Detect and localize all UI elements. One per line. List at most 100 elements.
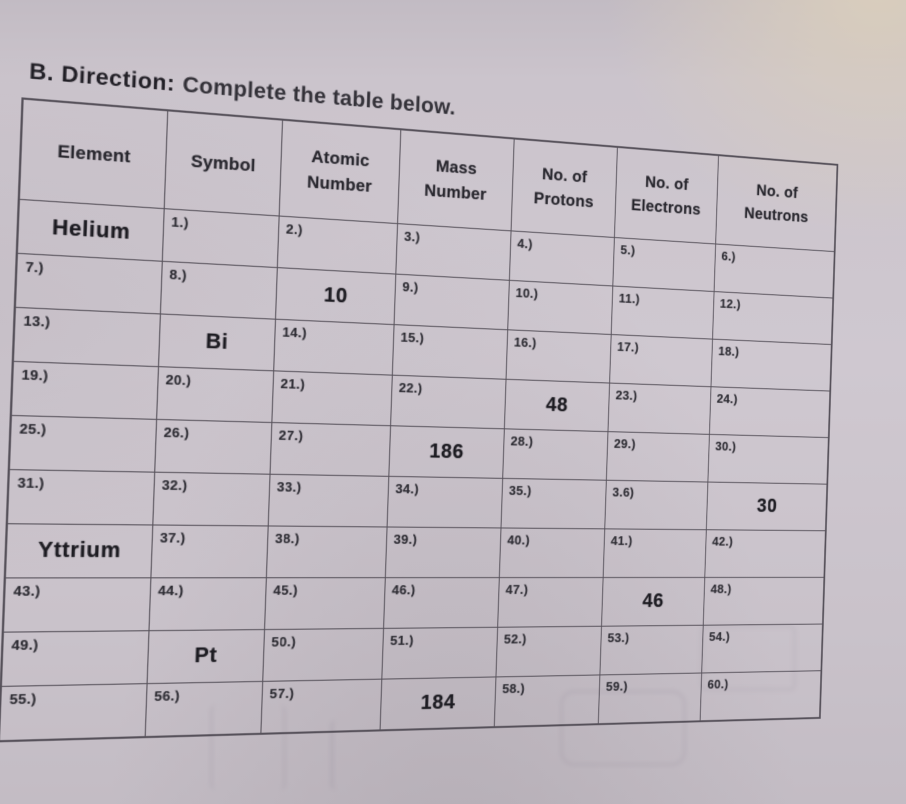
blank-number-label: 53.) [607, 630, 630, 646]
blank-number-label: 32.) [161, 477, 188, 494]
blank-number-label: 55.) [9, 690, 37, 708]
given-answer: Pt [194, 644, 218, 668]
given-answer-cell: 48 [503, 379, 610, 432]
blank-number-label: 25.) [19, 420, 47, 438]
blank-cell: 52.) [495, 626, 602, 678]
blank-number-label: 20.) [165, 371, 192, 389]
given-answer: 30 [756, 495, 778, 517]
blank-number-label: 12.) [719, 296, 741, 312]
blank-number-label: 21.) [280, 375, 306, 393]
blank-number-label: 28.) [510, 433, 534, 450]
blank-cell: 55.) [0, 683, 147, 742]
blank-cell: 57.) [260, 679, 382, 735]
blank-number-label: 44.) [157, 582, 184, 599]
given-answer-cell: Yttrium [4, 523, 153, 579]
given-answer: 48 [545, 394, 569, 417]
blank-number-label: 52.) [503, 631, 527, 647]
blank-cell: 38.) [265, 526, 387, 578]
blank-cell: 15.) [391, 324, 508, 380]
blank-number-label: 31.) [17, 474, 45, 492]
blank-number-label: 27.) [278, 427, 304, 444]
blank-cell: 30.) [707, 434, 829, 485]
blank-number-label: 58.) [502, 681, 526, 697]
column-header-no-of-neutrons: No. of Neutrons [715, 155, 838, 252]
blank-cell: 24.) [708, 386, 831, 438]
blank-number-label: 59.) [605, 678, 628, 694]
blank-number-label: 38.) [274, 530, 300, 547]
blank-number-label: 29.) [613, 436, 636, 452]
blank-cell: 5.) [612, 237, 716, 292]
blank-cell: 43.) [2, 578, 151, 633]
blank-cell: 6.) [713, 244, 835, 299]
blank-cell: 41.) [602, 529, 706, 578]
blank-cell: 13.) [12, 307, 160, 367]
bleedthrough-mark [700, 625, 796, 691]
table-row: Yttrium 37.) 38.) 39.) 40.) 41.) 42.) [4, 523, 826, 579]
given-answer: Yttrium [37, 538, 122, 563]
blank-cell: 23.) [607, 383, 711, 435]
blank-number-label: 49.) [11, 636, 39, 654]
table-row: 43.) 44.) 45.) 46.) 47.) 46 48.) [2, 577, 825, 633]
given-answer-cell: Pt [146, 629, 265, 684]
blank-cell: 60.) [699, 670, 822, 722]
blank-number-label: 43.) [13, 582, 41, 600]
blank-cell: 54.) [701, 624, 823, 674]
blank-cell: 34.) [386, 476, 503, 529]
blank-cell: 14.) [273, 319, 394, 376]
blank-cell: 35.) [500, 478, 606, 530]
column-header-no-of-protons: No. of Protons [510, 138, 617, 238]
blank-cell: 22.) [390, 375, 506, 429]
blank-number-label: 3.6) [612, 484, 635, 500]
blank-cell: 9.) [393, 274, 509, 330]
given-answer-cell: 30 [705, 482, 828, 531]
blank-cell: 59.) [597, 673, 702, 725]
blank-cell: 2.) [276, 216, 398, 275]
blank-number-label: 34.) [395, 481, 420, 497]
blank-number-label: 11.) [618, 290, 641, 307]
column-header-no-of-electrons: No. of Electrons [613, 147, 719, 245]
title-section-label: B. Direction: [28, 59, 176, 97]
blank-number-label: 1.) [171, 214, 189, 231]
blank-number-label: 22.) [398, 380, 423, 397]
blank-cell: 46.) [383, 577, 499, 629]
blank-number-label: 45.) [272, 582, 299, 599]
blank-cell: 11.) [610, 286, 714, 340]
blank-cell: 42.) [704, 529, 826, 578]
blank-cell: 18.) [710, 339, 832, 392]
blank-cell: 37.) [150, 525, 268, 579]
blank-number-label: 40.) [507, 532, 531, 548]
blank-number-label: 26.) [163, 424, 190, 441]
blank-number-label: 19.) [21, 366, 49, 384]
blank-cell: 17.) [609, 334, 713, 387]
column-header-element: Element [18, 98, 168, 209]
blank-number-label: 10.) [515, 285, 539, 302]
blank-cell: 3.) [395, 223, 511, 281]
blank-cell: 47.) [497, 577, 603, 628]
blank-number-label: 4.) [517, 235, 533, 252]
blank-cell: 19.) [10, 361, 158, 420]
given-answer-cell: Helium [16, 199, 164, 262]
blank-cell: 32.) [152, 472, 270, 527]
given-answer-cell: 186 [388, 425, 504, 479]
blank-number-label: 41.) [610, 533, 633, 549]
given-answer: 184 [420, 691, 456, 715]
blank-cell: 33.) [267, 474, 389, 528]
blank-cell: 7.) [14, 253, 162, 315]
blank-number-label: 60.) [707, 676, 729, 692]
blank-cell: 44.) [148, 577, 266, 631]
blank-cell: 12.) [712, 291, 834, 345]
blank-number-label: 56.) [153, 687, 181, 705]
given-answer-cell: 184 [379, 677, 496, 731]
blank-number-label: 24.) [716, 391, 738, 407]
blank-cell: 21.) [271, 371, 392, 426]
given-answer: Helium [51, 216, 131, 245]
given-answer: 186 [429, 440, 465, 464]
column-header-symbol: Symbol [163, 110, 283, 217]
blank-cell: 8.) [159, 261, 277, 320]
given-answer: Bi [205, 330, 229, 355]
given-answer: 46 [642, 590, 665, 612]
blank-cell: 3.6) [604, 480, 708, 530]
blank-cell: 56.) [144, 681, 263, 738]
blank-number-label: 9.) [402, 279, 419, 296]
